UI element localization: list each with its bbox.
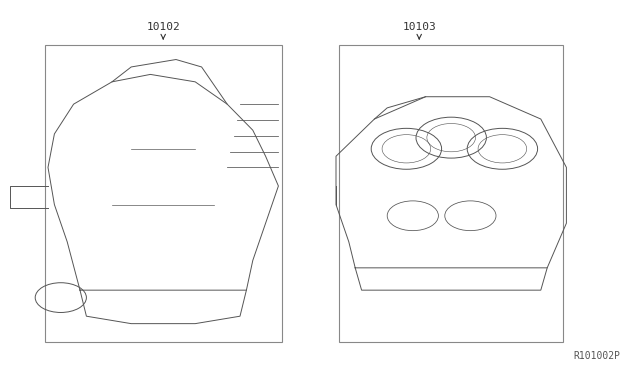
Bar [339, 45, 563, 342]
Text: R101002P: R101002P [574, 351, 621, 361]
Text: 10102: 10102 [147, 22, 180, 32]
Bar [45, 45, 282, 342]
Text: 10103: 10103 [403, 22, 436, 32]
